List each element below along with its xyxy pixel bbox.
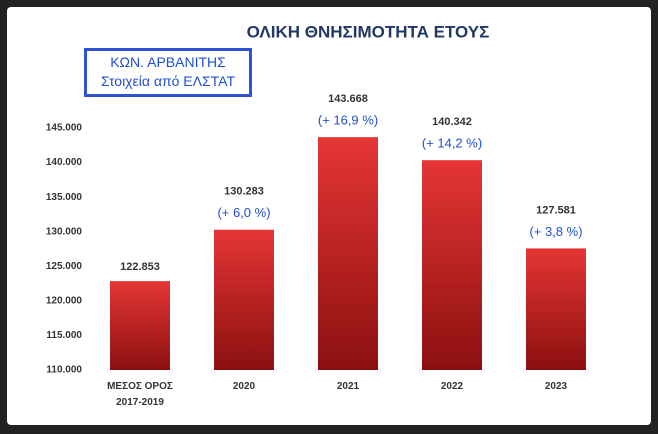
value-label: 130.283 (224, 186, 264, 198)
x-tick-label: 2021 (337, 381, 360, 392)
y-tick-label: 115.000 (46, 330, 82, 341)
bar (318, 137, 378, 370)
y-tick-label: 120.000 (46, 295, 83, 306)
change-label: (+ 3,8 %) (529, 224, 582, 239)
change-label: (+ 14,2 %) (422, 136, 482, 151)
change-label: (+ 6,0 %) (217, 205, 270, 220)
value-label: 127.581 (536, 204, 576, 216)
x-tick-label: ΜΕΣΟΣ ΟΡΟΣ 2017-2019 (107, 381, 173, 408)
source-line: ΚΩΝ. ΑΡΒΑΝΙΤΗΣ (110, 54, 226, 70)
y-tick-label: 135.000 (46, 192, 83, 203)
y-tick-label: 130.000 (46, 226, 83, 237)
value-label: 122.853 (120, 261, 160, 273)
chart-title: ΟΛΙΚΗ ΘΝΗΣΙΜΟΤΗΤΑ ΕΤΟΥΣ (247, 22, 490, 41)
value-label: 143.668 (328, 93, 368, 105)
y-tick-label: 125.000 (46, 261, 83, 272)
y-tick-label: 110.000 (46, 365, 82, 376)
source-line: Στοιχεία από ΕΛΣΤΑΤ (100, 73, 236, 89)
x-tick-label: 2022 (441, 381, 464, 392)
x-tick-label: 2020 (233, 381, 256, 392)
value-label: 140.342 (432, 116, 472, 128)
change-label: (+ 16,9 %) (318, 113, 378, 128)
y-tick-label: 145.000 (46, 123, 83, 134)
bar (110, 281, 170, 370)
bar (526, 248, 586, 370)
bar (422, 160, 482, 370)
y-tick-label: 140.000 (46, 157, 83, 168)
x-tick-label: 2023 (545, 381, 568, 392)
source-box: ΚΩΝ. ΑΡΒΑΝΙΤΗΣ Στοιχεία από ΕΛΣΤΑΤ (84, 48, 252, 97)
bar (214, 229, 274, 370)
